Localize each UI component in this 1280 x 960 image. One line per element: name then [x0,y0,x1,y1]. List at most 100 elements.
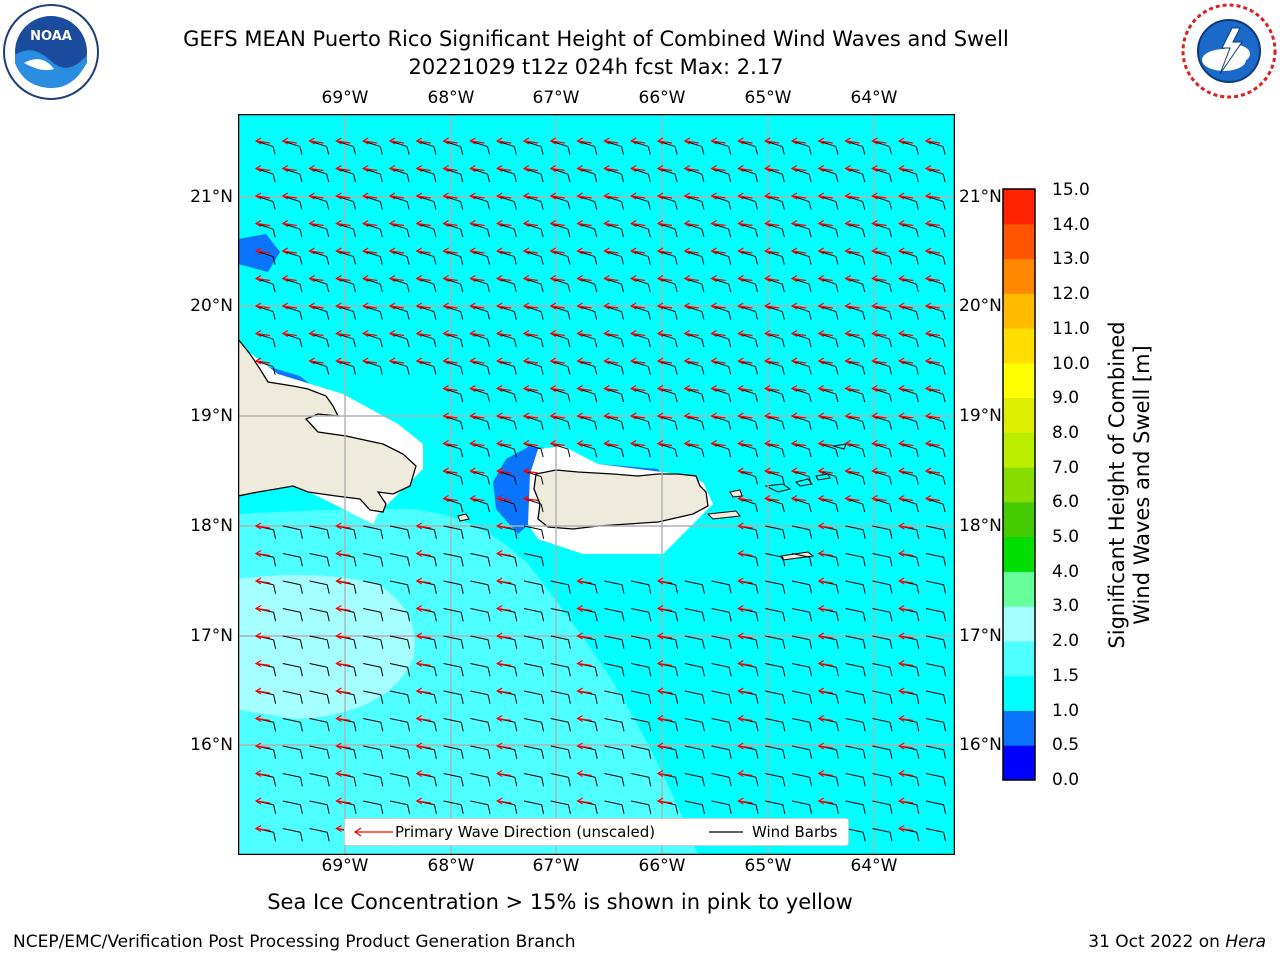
wave-direction-arrow [656,412,673,420]
wave-direction-arrow [764,274,780,283]
colorbar-segment [1003,710,1035,746]
wave-direction-arrow [924,384,941,393]
wave-direction-arrow [522,384,539,393]
wave-direction-arrow [415,522,431,530]
wave-band-2-0-to-3-0 [239,575,415,719]
wind-barb [872,553,893,567]
wave-direction-arrow [737,604,753,613]
wind-barb [363,773,384,787]
wave-direction-arrow [576,357,592,365]
wave-direction-arrow [737,302,753,310]
wave-direction-arrow [281,302,297,310]
wave-direction-arrow [335,549,351,558]
wave-direction-arrow [576,137,592,145]
wave-direction-arrow [362,247,378,255]
colorbar-segment [1003,467,1035,503]
wind-barb [363,690,384,704]
wave-direction-arrow [496,714,512,723]
wave-direction-arrow [737,549,753,558]
wave-direction-arrow [415,329,431,338]
wind-barb [925,553,947,567]
wave-direction-arrow [603,164,619,173]
wave-direction-arrow [924,302,941,310]
wave-direction-arrow [254,577,271,585]
wave-direction-arrow [362,137,378,145]
wave-direction-arrow [549,412,565,420]
wind-barb [765,635,786,649]
wind-barb [765,553,786,567]
wave-direction-arrow [308,164,324,173]
colorbar-segment [1003,745,1035,781]
wind-barb [872,718,893,732]
wind-barb [309,663,330,677]
wave-direction-arrow [710,357,726,365]
wave-direction-arrow [362,274,378,283]
wind-barb [389,608,411,622]
wave-direction-arrow [817,687,833,695]
wind-barb [604,663,625,677]
wind-barb [845,553,866,567]
wave-direction-arrow [737,659,753,668]
wave-direction-arrow [415,274,431,283]
wind-barb [550,800,571,814]
wind-barb [282,718,303,732]
wind-barb [845,718,866,732]
wave-direction-arrow [898,219,914,228]
wind-barb [791,690,813,704]
wind-barb [845,525,866,539]
wind-barb [470,608,491,622]
wind-barb [845,800,866,814]
wave-direction-arrow [764,357,780,365]
wind-barb [711,608,732,622]
wave-direction-arrow [656,769,673,778]
lon-tick-top: 67°W [532,88,580,108]
wave-direction-arrow [898,302,914,310]
wave-direction-arrow [415,219,431,228]
wave-direction-arrow [790,192,807,200]
wave-direction-arrow [576,769,592,778]
wave-direction-arrow [335,219,351,228]
wave-direction-arrow [844,302,860,310]
wave-direction-arrow [737,494,753,503]
lat-tick-left: 19°N [190,406,233,426]
mona-island [457,513,470,522]
wave-direction-arrow [871,329,887,338]
wind-barb [363,553,384,567]
wind-barb [470,663,491,677]
wave-direction-arrow [656,357,673,365]
lon-tick-top: 68°W [427,88,475,108]
wave-direction-arrow [254,274,271,283]
wave-direction-arrow [576,659,592,668]
wave-direction-arrow [415,659,431,668]
wave-direction-arrow [442,192,458,200]
wind-barb [309,800,330,814]
lat-tick-left: 18°N [190,516,233,536]
wave-direction-arrow [496,742,512,750]
wave-direction-arrow [415,769,431,778]
wave-direction-arrow [737,797,753,805]
wind-barb [684,800,705,814]
wind-barb [282,553,303,567]
wave-direction-arrow [737,384,753,393]
wave-direction-arrow [630,192,646,200]
lon-tick-top: 65°W [744,88,792,108]
wind-barb [389,580,411,594]
colorbar-tick-label: 13.0 [1052,249,1090,270]
wave-direction-arrow [844,494,860,503]
wind-barb [711,635,732,649]
wave-direction-arrow [603,412,619,420]
wind-barb [604,773,625,787]
wave-direction-arrow [871,467,887,475]
wave-direction-arrow [817,549,833,558]
wind-barb [363,580,384,594]
wave-direction-arrow [496,412,512,420]
wave-direction-arrow [844,384,860,393]
wind-barb [282,608,303,622]
wave-direction-arrow [817,219,833,228]
wave-direction-arrow [469,274,485,283]
wave-direction-arrow [281,164,297,173]
wind-barb [309,553,330,567]
wave-direction-arrow [683,439,699,448]
wind-barb [523,635,545,649]
wave-direction-arrow [817,329,833,338]
